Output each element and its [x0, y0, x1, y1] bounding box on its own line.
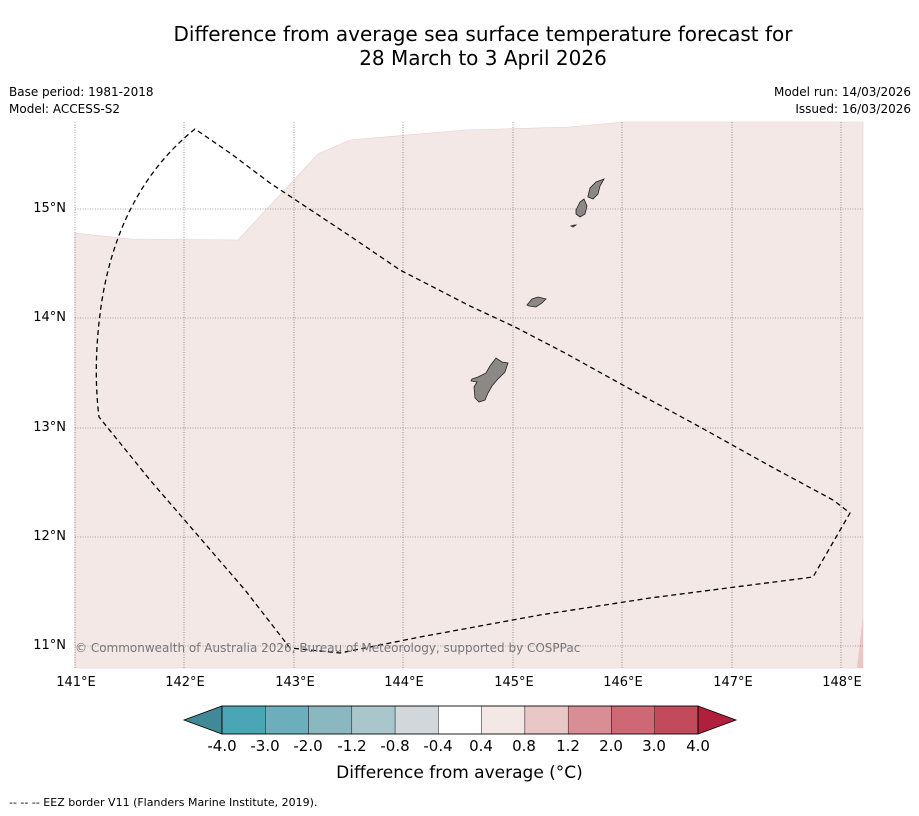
colorbar-tick: 2.0 — [599, 737, 623, 755]
lat-label-15n: 15°N — [33, 201, 66, 216]
colorbar-tick: 0.8 — [512, 737, 536, 755]
island-rota — [526, 296, 547, 308]
graticule — [74, 122, 863, 668]
colorbar-segment — [567, 705, 612, 735]
colorbar-segment — [394, 705, 439, 735]
lat-label-14n: 14°N — [33, 310, 66, 325]
colorbar-under-triangle — [182, 705, 223, 735]
eez-border — [95, 128, 851, 654]
colorbar-over-triangle — [697, 705, 738, 735]
model-run: Model run: 14/03/2026 — [773, 85, 911, 99]
colorbar-segment — [654, 705, 699, 735]
colorbar-segment — [351, 705, 396, 735]
colorbar-segment — [524, 705, 569, 735]
island-aguijan — [569, 224, 578, 228]
lat-label-12n: 12°N — [33, 529, 66, 544]
colorbar-tick: -2.0 — [293, 737, 323, 755]
lon-label-143e: 143°E — [275, 675, 315, 690]
colorbar-tick: 4.0 — [686, 737, 710, 755]
colorbar-segment — [265, 705, 309, 735]
lon-label-144e: 144°E — [384, 675, 424, 690]
island-saipan — [587, 178, 605, 200]
meta-right: Model run: 14/03/2026 Issued: 16/03/2026 — [774, 84, 911, 118]
colorbar-title: Difference from average (°C) — [336, 763, 583, 783]
base-period: Base period: 1981-2018 — [9, 85, 154, 99]
copyright-notice: © Commonwealth of Australia 2026, Bureau… — [75, 641, 581, 655]
anomaly-patch — [857, 615, 863, 668]
model-name: Model: ACCESS-S2 — [9, 102, 121, 116]
lon-label-148e: 148°E — [822, 675, 862, 690]
colorbar-tick: -3.0 — [250, 737, 280, 755]
lon-label-141e: 141°E — [56, 675, 96, 690]
title-line-2: 28 March to 3 April 2026 — [359, 46, 607, 70]
colorbar-tick: -0.4 — [423, 737, 453, 755]
lon-label-145e: 145°E — [494, 675, 534, 690]
lon-label-147e: 147°E — [713, 675, 753, 690]
meta-left: Base period: 1981-2018 Model: ACCESS-S2 — [9, 84, 154, 118]
colorbar-frame — [221, 705, 699, 735]
eez-legend: -- -- -- EEZ border V11 (Flanders Marine… — [9, 796, 318, 809]
colorbar-tick: 0.4 — [469, 737, 493, 755]
island-guam — [470, 357, 509, 403]
title-line-1: Difference from average sea surface temp… — [173, 22, 793, 46]
colorbar-tick: 1.2 — [556, 737, 580, 755]
lon-label-142e: 142°E — [165, 675, 205, 690]
map-title: Difference from average sea surface temp… — [60, 22, 906, 70]
colorbar-segment — [611, 705, 655, 735]
colorbar-segment — [308, 705, 353, 735]
issued-date: Issued: 16/03/2026 — [795, 102, 911, 116]
colorbar-tick: -0.8 — [380, 737, 410, 755]
lon-label-146e: 146°E — [603, 675, 643, 690]
colorbar-segment — [481, 705, 526, 735]
colorbar-segment — [438, 705, 482, 735]
colorbar-segment — [221, 705, 266, 735]
lat-label-13n: 13°N — [33, 420, 66, 435]
colorbar-tick: -4.0 — [207, 737, 237, 755]
colorbar — [182, 705, 738, 735]
colorbar-tick: -1.2 — [337, 737, 367, 755]
colorbar-tick: 3.0 — [642, 737, 666, 755]
lat-label-11n: 11°N — [33, 638, 66, 653]
sea-anomaly-area — [74, 121, 864, 669]
island-tinian — [575, 198, 588, 218]
